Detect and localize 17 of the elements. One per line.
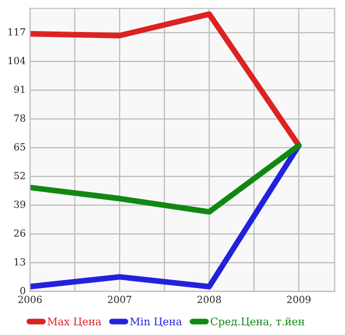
y-tick-label: 104 xyxy=(8,56,26,64)
x-tick-label: 2006 xyxy=(18,296,42,304)
x-tick-label: 2009 xyxy=(287,296,311,304)
y-tick-label: 78 xyxy=(14,114,26,122)
y-tick-label: 0 xyxy=(20,286,26,294)
x-tick-label: 2008 xyxy=(198,296,221,304)
legend-label: Min Цена xyxy=(130,318,182,327)
y-tick-label: 117 xyxy=(8,28,26,36)
y-tick-label: 26 xyxy=(14,229,26,237)
y-tick-label: 91 xyxy=(14,86,24,94)
legend-label: Max Цена xyxy=(48,318,102,327)
y-tick-label: 65 xyxy=(14,143,26,151)
y-tick-label: 39 xyxy=(14,200,26,208)
y-tick-label: 13 xyxy=(14,258,26,266)
x-tick-label: 2007 xyxy=(108,296,132,304)
y-tick-label: 52 xyxy=(14,172,25,180)
legend-label: Сред.Цена, т.йен xyxy=(210,317,304,328)
